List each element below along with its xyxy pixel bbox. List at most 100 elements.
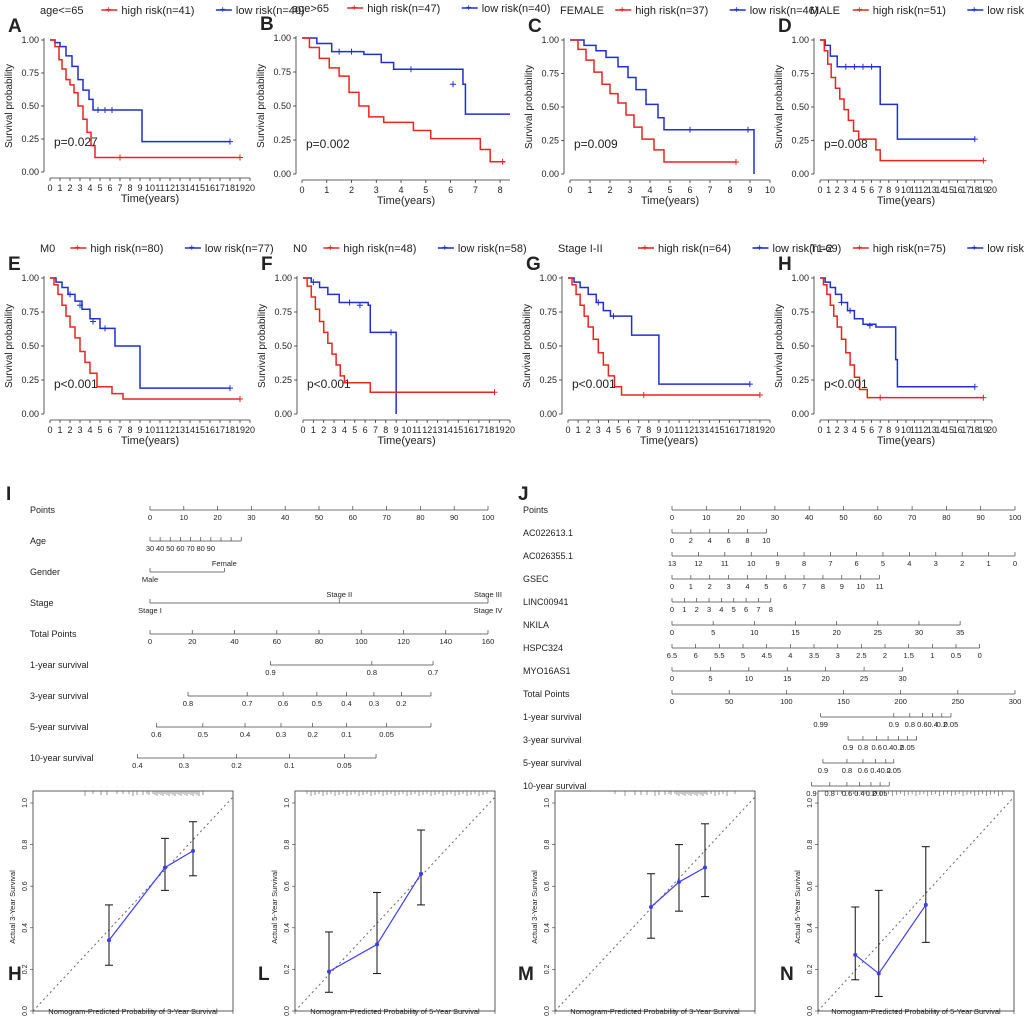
panel-letter: I — [6, 484, 11, 505]
x-tick-label: 8 — [127, 183, 132, 193]
calibration-point — [327, 969, 331, 974]
x-tick-label: 9 — [394, 425, 399, 435]
x-tick-label: 7 — [117, 183, 122, 193]
row-tick-label: 6 — [727, 536, 731, 545]
row-tick-label: 40 — [230, 637, 238, 646]
row-tick-label: 12 — [694, 559, 702, 568]
low-censor-mark — [971, 136, 978, 143]
low-risk-curve — [568, 277, 750, 385]
legend-low-mark: + — [220, 5, 226, 16]
y-axis-label: Survival probability — [4, 64, 15, 148]
row-tick-label: 0.3 — [276, 730, 286, 739]
row-tick-label: 11 — [721, 559, 729, 568]
row-label: AC022613.1 — [523, 528, 573, 538]
x-tick-label: 12 — [684, 425, 694, 435]
y-tick-label: 0.0 — [22, 1006, 29, 1016]
row-tick-label: 13 — [668, 559, 676, 568]
y-tick-label: 0.50 — [21, 341, 39, 351]
p-value: p=0.009 — [574, 137, 618, 151]
x-tick-label: 18 — [225, 425, 235, 435]
y-axis-label: Survival probability — [256, 64, 267, 148]
row-tick-label: 7 — [802, 582, 806, 591]
row-tick-label: 50 — [166, 544, 174, 553]
row-tick-label: 0.9 — [843, 743, 853, 752]
row-tick-label: 1 — [987, 559, 991, 568]
x-tick-label: 11 — [910, 425, 919, 435]
p-value: p=0.008 — [824, 137, 868, 151]
panel-letter: H — [8, 964, 22, 985]
x-tick-label: 1 — [576, 425, 581, 435]
calibration-panel-m: M0.00.20.40.60.81.00.00.20.40.60.81.0Nom… — [518, 790, 756, 1016]
y-tick-label: 0.50 — [21, 101, 39, 111]
legend-low-label: low risk(n=46) — [750, 5, 819, 17]
p-value: p=0.027 — [54, 135, 98, 149]
x-tick-label: 9 — [895, 185, 900, 195]
x-tick-label: 12 — [165, 183, 175, 193]
y-tick-label: 0.25 — [539, 375, 557, 385]
low-censor-mark — [67, 291, 73, 298]
y-tick-label: 0.75 — [273, 67, 291, 77]
row-tick-label: 0.8 — [858, 743, 868, 752]
row-tick-label: 30 — [146, 544, 154, 553]
x-tick-label: 8 — [886, 185, 891, 195]
low-censor-mark — [407, 66, 414, 73]
row-tick-label: 30 — [915, 628, 923, 637]
x-tick-label: 9 — [137, 425, 142, 435]
low-risk-curve — [50, 277, 230, 389]
row-tick-label: 9 — [776, 559, 780, 568]
row-tick-label: 5 — [708, 674, 712, 683]
row-tick-label: 0 — [978, 651, 982, 660]
row-tick-label: 0.6 — [842, 789, 852, 798]
calibration-point — [677, 880, 681, 885]
legend-low-label: low risk(n=40) — [482, 3, 551, 15]
x-tick-label: 6 — [687, 185, 692, 195]
row-tick-label: 0.4 — [927, 720, 937, 729]
row-tick-label: 0 — [148, 637, 152, 646]
row-tick-label: 0.6 — [917, 720, 927, 729]
row-tick-label: 0.4 — [341, 699, 351, 708]
row-tick-label: 100 — [1009, 513, 1022, 522]
row-tick-label: 0.4 — [132, 761, 142, 770]
x-tick-label: 12 — [422, 425, 432, 435]
x-tick-label: 16 — [205, 425, 215, 435]
row-tick-label: 1 — [689, 582, 693, 591]
low-censor-mark — [102, 325, 108, 332]
low-censor-mark — [310, 279, 317, 286]
x-tick-label: 5 — [667, 185, 672, 195]
legend-high-label: high risk(n=64) — [658, 243, 731, 255]
y-tick-label: 0.25 — [274, 375, 292, 385]
x-tick-label: 9 — [895, 425, 900, 435]
x-tick-label: 20 — [987, 425, 997, 435]
x-tick-label: 10 — [664, 425, 674, 435]
row-label: GSEC — [523, 574, 549, 584]
x-tick-label: 18 — [225, 183, 235, 193]
x-tick-label: 10 — [901, 185, 911, 195]
row-tick-label: 9 — [840, 582, 844, 591]
ideal-diagonal — [817, 796, 1015, 1012]
row-tick-label: 50 — [315, 513, 323, 522]
legend-high-mark: + — [619, 5, 625, 16]
x-tick-label: 2 — [67, 425, 72, 435]
row-tick-label: 10 — [180, 513, 188, 522]
row-label: Total Points — [523, 689, 570, 699]
legend-title: age<=65 — [40, 5, 83, 17]
x-tick-label: 19 — [235, 425, 245, 435]
x-axis-label: Time(years) — [877, 435, 935, 447]
row-tick-label: 0 — [148, 513, 152, 522]
row-tick-label: 0.5 — [198, 730, 208, 739]
low-risk-curve — [303, 277, 397, 414]
y-axis-label: Survival probability — [4, 304, 15, 388]
row-tick-label: 5 — [764, 582, 768, 591]
high-risk-curve — [820, 39, 984, 162]
row-tick-label: Female — [212, 559, 237, 568]
row-tick-label: 4 — [708, 536, 712, 545]
y-axis-label: Actual 5-Year Survival — [270, 870, 279, 944]
row-tick-label: 30 — [247, 513, 255, 522]
y-tick-label: 0.75 — [791, 307, 809, 317]
x-tick-label: 2 — [321, 425, 326, 435]
row-tick-label: 60 — [874, 513, 882, 522]
row-tick-label: 8 — [745, 536, 749, 545]
row-tick-label: 120 — [397, 637, 410, 646]
y-tick-label: 0.2 — [284, 964, 291, 974]
